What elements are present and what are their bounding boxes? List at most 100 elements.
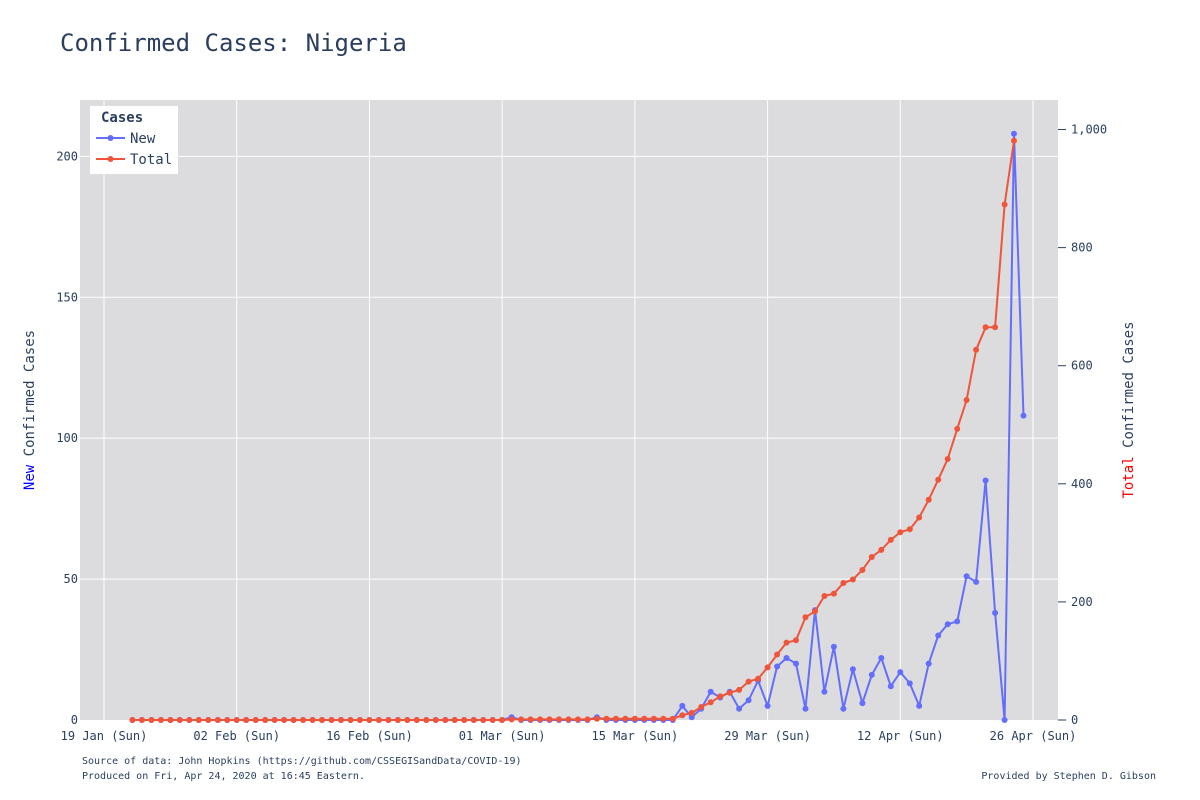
- new-point[interactable]: [859, 700, 866, 707]
- new-point[interactable]: [745, 697, 752, 704]
- total-point[interactable]: [698, 704, 705, 710]
- total-point[interactable]: [935, 476, 942, 483]
- total-point[interactable]: [290, 717, 297, 723]
- new-point[interactable]: [840, 705, 847, 712]
- total-point[interactable]: [755, 675, 762, 682]
- new-point[interactable]: [1011, 130, 1017, 137]
- legend-item-new[interactable]: New: [96, 131, 156, 147]
- total-point[interactable]: [186, 717, 193, 723]
- new-point[interactable]: [982, 477, 989, 484]
- total-point[interactable]: [404, 717, 411, 723]
- total-point[interactable]: [622, 715, 629, 722]
- total-point[interactable]: [660, 715, 667, 722]
- total-point[interactable]: [726, 689, 733, 696]
- total-point[interactable]: [925, 496, 932, 503]
- total-point[interactable]: [679, 712, 686, 719]
- new-point[interactable]: [783, 655, 790, 661]
- total-point[interactable]: [982, 324, 989, 331]
- total-point[interactable]: [375, 717, 382, 723]
- total-point[interactable]: [356, 717, 363, 723]
- total-point[interactable]: [271, 717, 278, 723]
- total-point[interactable]: [394, 717, 401, 723]
- total-point[interactable]: [906, 526, 913, 533]
- new-point[interactable]: [830, 643, 837, 650]
- total-point[interactable]: [461, 717, 468, 723]
- new-point[interactable]: [707, 688, 714, 695]
- total-point[interactable]: [214, 717, 221, 723]
- total-point[interactable]: [1001, 201, 1008, 208]
- total-point[interactable]: [338, 717, 344, 723]
- total-point[interactable]: [309, 717, 316, 723]
- total-point[interactable]: [508, 716, 515, 723]
- new-point[interactable]: [916, 702, 923, 709]
- total-point[interactable]: [868, 554, 875, 560]
- total-point[interactable]: [669, 715, 676, 722]
- total-point[interactable]: [830, 590, 837, 597]
- total-point[interactable]: [432, 717, 439, 723]
- new-point[interactable]: [992, 609, 999, 616]
- total-point[interactable]: [650, 715, 657, 722]
- new-point[interactable]: [764, 702, 771, 709]
- total-point[interactable]: [821, 593, 828, 599]
- new-point[interactable]: [1020, 412, 1027, 419]
- total-point[interactable]: [887, 536, 894, 543]
- total-point[interactable]: [489, 717, 496, 723]
- total-point[interactable]: [413, 717, 420, 723]
- total-point[interactable]: [518, 716, 525, 723]
- total-point[interactable]: [992, 324, 999, 331]
- total-point[interactable]: [527, 716, 534, 723]
- total-point[interactable]: [148, 717, 155, 723]
- total-point[interactable]: [575, 716, 581, 723]
- new-point[interactable]: [736, 705, 743, 712]
- total-point[interactable]: [897, 529, 904, 536]
- total-point[interactable]: [233, 717, 240, 723]
- new-point[interactable]: [887, 683, 894, 690]
- new-point[interactable]: [793, 660, 799, 667]
- total-point[interactable]: [546, 716, 553, 723]
- new-point[interactable]: [802, 705, 809, 712]
- total-point[interactable]: [565, 716, 572, 723]
- new-point[interactable]: [954, 618, 961, 625]
- total-point[interactable]: [470, 717, 477, 723]
- new-point[interactable]: [925, 660, 932, 667]
- total-point[interactable]: [195, 717, 202, 723]
- total-point[interactable]: [556, 716, 562, 723]
- new-point[interactable]: [963, 573, 970, 580]
- new-point[interactable]: [1001, 717, 1008, 723]
- total-point[interactable]: [973, 346, 980, 353]
- total-point[interactable]: [129, 717, 136, 723]
- total-point[interactable]: [205, 717, 212, 723]
- new-point[interactable]: [897, 669, 904, 676]
- total-point[interactable]: [442, 717, 449, 723]
- total-point[interactable]: [537, 716, 544, 723]
- total-point[interactable]: [385, 717, 392, 723]
- new-point[interactable]: [878, 655, 885, 661]
- total-point[interactable]: [944, 456, 951, 462]
- total-point[interactable]: [793, 637, 799, 644]
- total-point[interactable]: [745, 678, 752, 685]
- total-point[interactable]: [328, 717, 335, 723]
- total-point[interactable]: [300, 717, 307, 723]
- total-point[interactable]: [963, 397, 970, 403]
- total-point[interactable]: [347, 717, 354, 723]
- total-point[interactable]: [281, 717, 288, 723]
- total-point[interactable]: [878, 546, 885, 553]
- total-point[interactable]: [954, 425, 961, 432]
- total-point[interactable]: [717, 693, 724, 700]
- total-point[interactable]: [167, 717, 174, 723]
- total-point[interactable]: [593, 715, 600, 722]
- new-point[interactable]: [906, 680, 913, 687]
- total-point[interactable]: [480, 717, 487, 723]
- total-point[interactable]: [859, 567, 866, 573]
- total-point[interactable]: [243, 717, 250, 723]
- total-point[interactable]: [840, 580, 847, 586]
- new-point[interactable]: [688, 714, 695, 721]
- total-point[interactable]: [612, 715, 619, 722]
- total-point[interactable]: [499, 717, 506, 723]
- total-point[interactable]: [224, 717, 231, 723]
- total-point[interactable]: [736, 686, 743, 693]
- total-point[interactable]: [688, 709, 695, 716]
- total-point[interactable]: [176, 717, 183, 723]
- total-point[interactable]: [774, 651, 781, 658]
- legend-item-total[interactable]: Total: [96, 152, 172, 168]
